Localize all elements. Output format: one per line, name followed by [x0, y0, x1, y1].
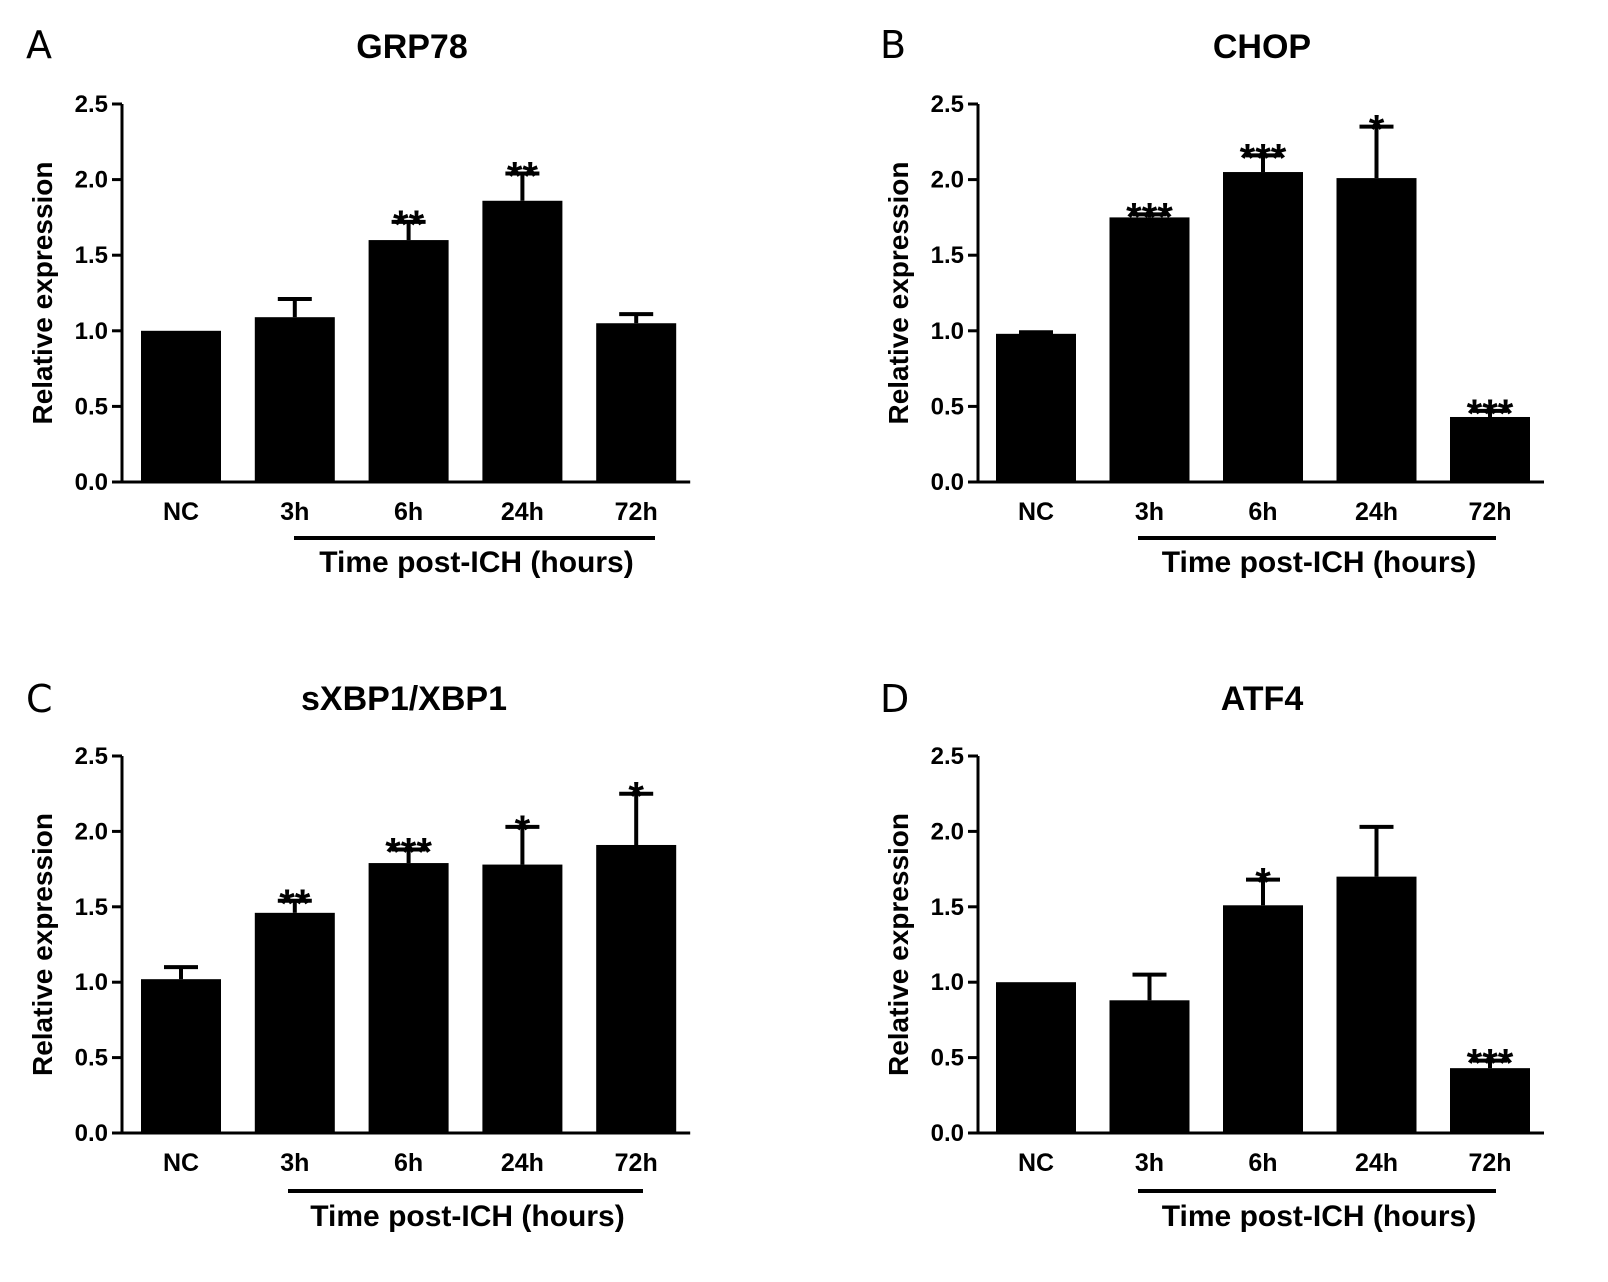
significance-label-6h: ** [393, 203, 425, 247]
y-tick-label: 0.0 [75, 469, 108, 496]
bar-24h [1336, 876, 1417, 1133]
y-tick-label: 0.0 [75, 1120, 108, 1147]
x-tick-label-72h: 72h [1468, 1149, 1511, 1177]
y-axis-title: Relative expression [27, 161, 58, 424]
bar-6h [368, 863, 449, 1133]
y-tick-label: 1.0 [75, 969, 108, 996]
y-tick-label: 1.0 [75, 318, 108, 345]
x-tick-label-24h: 24h [1355, 498, 1398, 526]
panel-letter: D [880, 677, 909, 721]
y-tick-label: 1.5 [931, 894, 964, 921]
significance-label-3h: ** [279, 882, 311, 926]
y-tick-label: 0.0 [931, 469, 964, 496]
bar-6h [368, 240, 449, 482]
x-tick-label-NC: NC [1018, 498, 1054, 526]
y-tick-label: 2.5 [75, 743, 108, 770]
chart-panel-d: D ATF4 Relative expression NC 3h * 6h 24h *** 72h… [880, 677, 1544, 1233]
x-tick-label-NC: NC [163, 1149, 199, 1177]
x-tick-label-24h: 24h [1355, 1149, 1398, 1177]
x-tick-label-3h: 3h [1135, 1149, 1164, 1177]
y-tick-label: 1.5 [931, 242, 964, 269]
y-tick-label: 1.5 [75, 242, 108, 269]
bar-3h [1109, 1000, 1190, 1133]
significance-label-6h: *** [385, 830, 432, 874]
y-tick-label: 0.5 [75, 1045, 108, 1072]
bar-72h [1450, 416, 1530, 482]
bar-3h [1109, 217, 1190, 482]
chart-title: GRP78 [356, 28, 468, 66]
x-tick-label-NC: NC [163, 498, 199, 526]
x-tick-label-24h: 24h [501, 1149, 544, 1177]
panel-letter: B [880, 23, 906, 67]
y-tick-label: 2.0 [75, 167, 108, 194]
y-tick-label: 2.0 [75, 818, 108, 845]
panel-letter: A [26, 23, 52, 67]
x-tick-label-72h: 72h [615, 1149, 658, 1177]
x-tick-label-6h: 6h [1248, 1149, 1277, 1177]
significance-label-24h: * [1369, 108, 1385, 152]
chart-title: sXBP1/XBP1 [301, 680, 507, 718]
significance-label-72h: *** [1467, 392, 1514, 436]
bar-NC [141, 330, 221, 482]
bar-24h [482, 864, 563, 1133]
y-tick-label: 2.5 [931, 743, 964, 770]
x-tick-label-3h: 3h [1135, 498, 1164, 526]
x-tick-label-3h: 3h [280, 498, 309, 526]
panel-letter: C [26, 677, 53, 721]
y-axis-title: Relative expression [883, 161, 914, 424]
bar-72h [1450, 1068, 1530, 1133]
x-tick-label-6h: 6h [1248, 498, 1277, 526]
bar-72h [596, 323, 677, 482]
y-tick-label: 0.5 [931, 393, 964, 420]
y-tick-label: 2.5 [75, 91, 108, 118]
y-tick-label: 0.0 [931, 1120, 964, 1147]
y-tick-label: 2.5 [931, 91, 964, 118]
y-tick-label: 1.0 [931, 318, 964, 345]
bar-24h [482, 200, 563, 482]
x-tick-label-NC: NC [1018, 1149, 1054, 1177]
x-tick-label-72h: 72h [1468, 498, 1511, 526]
chart-panel-b: B CHOP Relative expression NC *** 3h *** 6h * 24h… [880, 23, 1544, 579]
bar-3h [254, 912, 335, 1133]
y-tick-label: 1.5 [75, 894, 108, 921]
x-tick-label-72h: 72h [615, 498, 658, 526]
chart-title: ATF4 [1221, 680, 1304, 718]
x-tick-label-6h: 6h [394, 498, 423, 526]
y-tick-label: 0.5 [931, 1045, 964, 1072]
significance-label-72h: *** [1467, 1042, 1514, 1086]
significance-label-24h: ** [507, 155, 539, 199]
significance-label-3h: *** [1126, 195, 1173, 239]
significance-label-24h: * [515, 808, 531, 852]
x-axis-title: Time post-ICH (hours) [310, 1200, 624, 1233]
y-axis-title: Relative expression [27, 813, 58, 1076]
chart-title: CHOP [1213, 28, 1311, 66]
bar-24h [1336, 178, 1417, 482]
x-tick-label-6h: 6h [394, 1149, 423, 1177]
x-tick-label-3h: 3h [280, 1149, 309, 1177]
x-tick-label-24h: 24h [501, 498, 544, 526]
significance-label-6h: * [1255, 861, 1271, 905]
y-tick-label: 2.0 [931, 167, 964, 194]
bar-72h [596, 844, 677, 1133]
chart-panel-a: A GRP78 Relative expression NC 3h ** 6h ** 24h 72… [26, 23, 691, 579]
x-axis-title: Time post-ICH (hours) [1162, 546, 1476, 579]
bar-6h [1223, 905, 1303, 1133]
significance-label-6h: *** [1240, 136, 1287, 180]
y-axis-title: Relative expression [883, 813, 914, 1076]
y-tick-label: 1.0 [931, 969, 964, 996]
bar-NC [996, 982, 1076, 1133]
y-tick-label: 0.5 [75, 393, 108, 420]
x-axis-title: Time post-ICH (hours) [319, 546, 633, 579]
bar-NC [996, 333, 1076, 482]
bar-3h [254, 317, 335, 482]
x-axis-title: Time post-ICH (hours) [1162, 1200, 1476, 1233]
bar-NC [141, 979, 221, 1133]
y-tick-label: 2.0 [931, 818, 964, 845]
significance-label-72h: * [628, 775, 644, 819]
bar-6h [1223, 172, 1303, 483]
